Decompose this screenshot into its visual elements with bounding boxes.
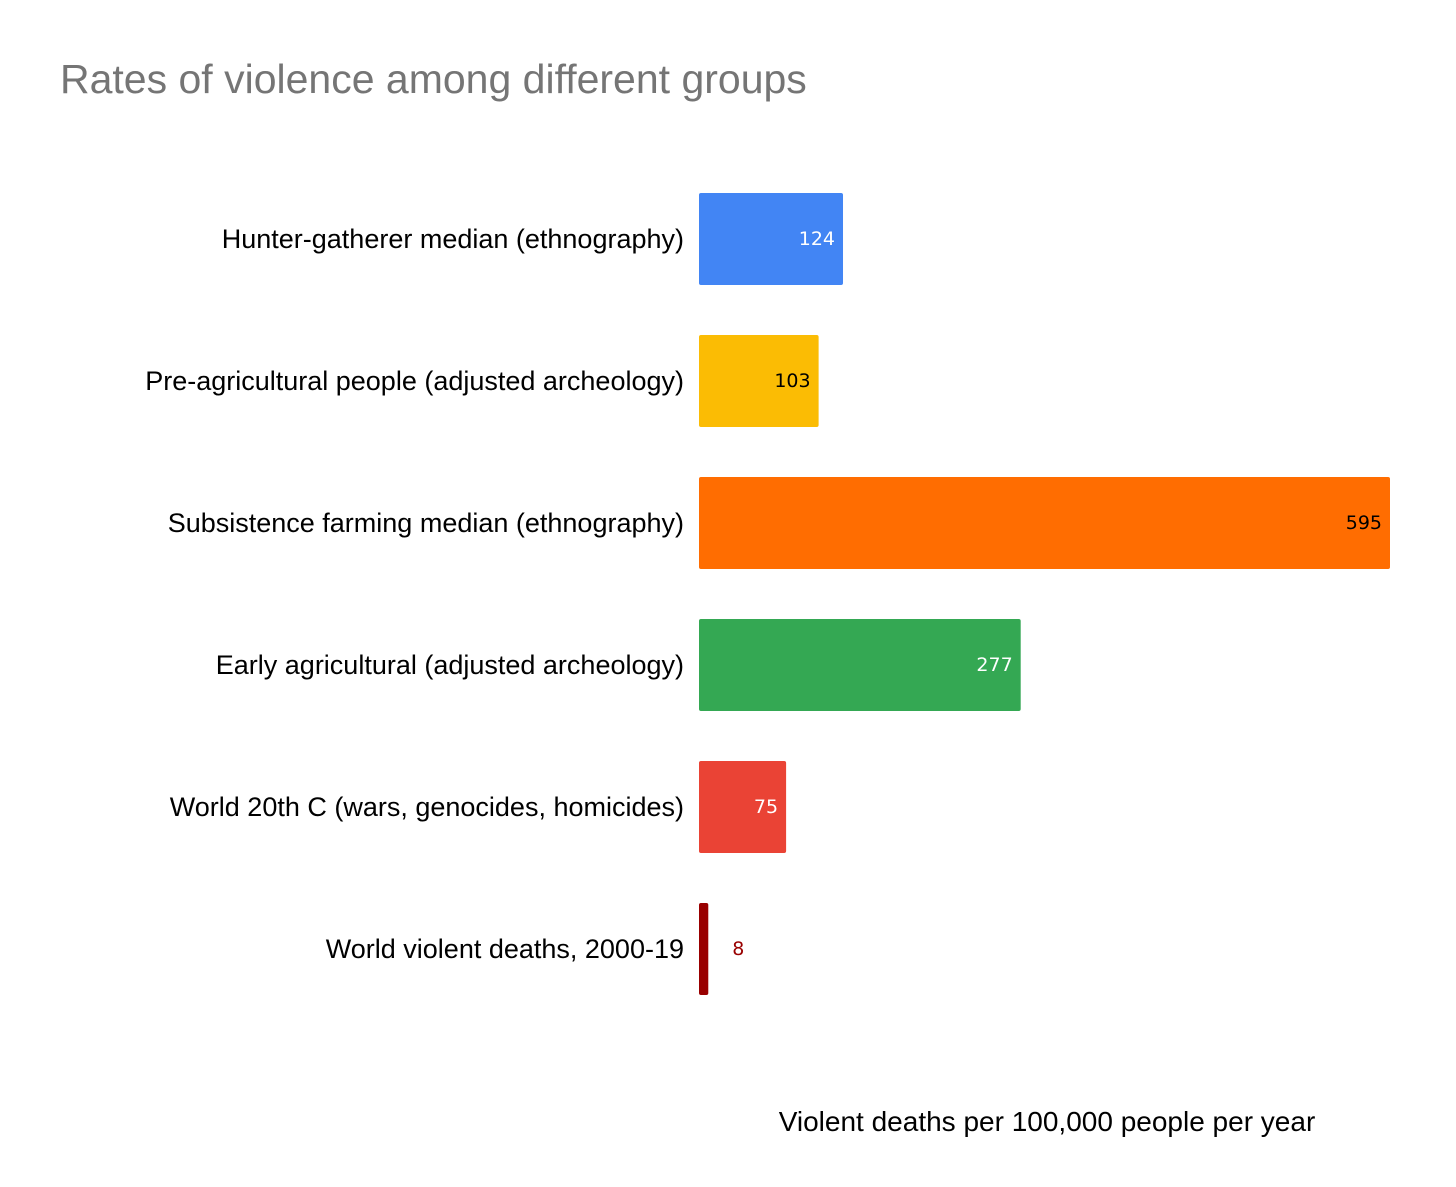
- bar: [699, 193, 844, 285]
- category-label: Early agricultural (adjusted archeology): [216, 650, 684, 680]
- category-label: Subsistence farming median (ethnography): [168, 508, 684, 538]
- chart-title: Rates of violence among different groups: [60, 56, 807, 102]
- data-label: 103: [774, 370, 810, 392]
- bar: [699, 761, 787, 853]
- bar: [699, 477, 1390, 569]
- data-label: 595: [1346, 512, 1382, 534]
- bar: [699, 619, 1021, 711]
- data-label: 8: [732, 938, 744, 960]
- data-label: 75: [754, 796, 778, 818]
- bar: [699, 335, 819, 427]
- data-label: 277: [976, 654, 1012, 676]
- category-label: Pre-agricultural people (adjusted archeo…: [145, 366, 684, 396]
- category-label: World violent deaths, 2000-19: [326, 934, 684, 964]
- category-label: Hunter-gatherer median (ethnography): [222, 224, 684, 254]
- bar: [699, 903, 709, 995]
- data-label: 124: [799, 228, 835, 250]
- x-axis-label: Violent deaths per 100,000 people per ye…: [778, 1106, 1316, 1137]
- category-label: World 20th C (wars, genocides, homicides…: [170, 792, 684, 822]
